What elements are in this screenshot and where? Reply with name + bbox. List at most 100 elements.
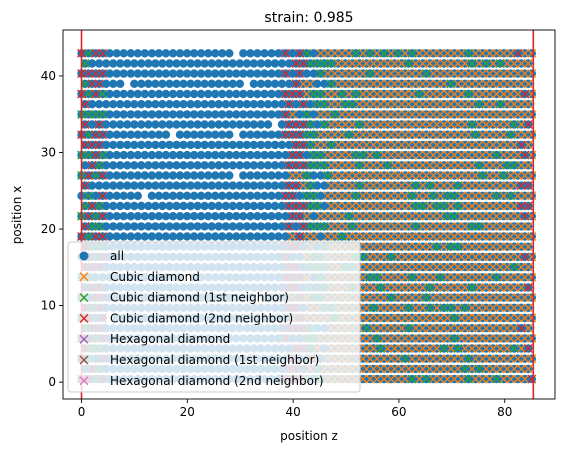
data-point	[523, 140, 533, 150]
data-point	[485, 333, 495, 343]
data-point	[471, 109, 480, 119]
data-point	[464, 130, 473, 140]
data-point	[270, 181, 280, 190]
data-point	[91, 150, 101, 160]
data-point	[263, 161, 273, 170]
data-point	[158, 201, 167, 211]
data-point	[372, 272, 382, 282]
data-point	[274, 130, 283, 139]
data-point	[502, 140, 512, 150]
data-point	[478, 109, 488, 119]
data-point	[316, 150, 326, 160]
data-point	[196, 232, 206, 241]
data-point	[460, 160, 470, 170]
data-point	[211, 89, 220, 99]
data-point	[119, 130, 128, 139]
data-point	[186, 79, 195, 89]
data-point	[214, 161, 223, 170]
x-tick-label: 80	[497, 405, 512, 419]
data-point	[91, 191, 100, 200]
data-point	[418, 160, 428, 170]
data-point	[386, 313, 396, 323]
data-point	[425, 221, 435, 231]
data-point	[105, 130, 114, 139]
data-point	[383, 364, 393, 374]
data-point	[200, 201, 209, 211]
data-point	[449, 69, 459, 79]
data-point	[439, 221, 449, 231]
data-point	[200, 222, 209, 231]
data-point	[513, 252, 523, 262]
data-point	[362, 344, 371, 353]
data-point	[449, 293, 459, 303]
data-point	[393, 252, 403, 262]
data-point	[84, 130, 94, 140]
data-point	[284, 160, 294, 170]
data-point	[421, 130, 431, 140]
data-point	[481, 201, 491, 211]
data-point	[101, 100, 111, 109]
data-point	[418, 140, 428, 150]
data-point	[302, 130, 312, 140]
data-point	[274, 89, 283, 99]
data-point	[516, 140, 526, 150]
data-point	[428, 232, 438, 241]
data-point	[351, 89, 361, 99]
data-point	[239, 89, 248, 99]
data-point	[347, 99, 357, 109]
data-point	[428, 150, 438, 160]
data-point	[464, 252, 473, 262]
data-point	[319, 120, 329, 129]
data-point	[449, 211, 459, 221]
data-point	[313, 79, 322, 89]
data-point	[189, 89, 199, 99]
data-point	[509, 262, 519, 272]
data-point	[147, 150, 157, 160]
data-point	[446, 242, 456, 252]
data-point	[446, 99, 456, 109]
data-point	[432, 364, 442, 374]
data-point	[523, 242, 533, 252]
data-point	[400, 130, 410, 140]
data-point	[358, 89, 368, 99]
data-point	[319, 221, 329, 231]
data-point	[435, 48, 445, 58]
data-point	[485, 171, 495, 180]
data-point	[309, 130, 319, 140]
data-point	[249, 181, 259, 190]
data-point	[232, 212, 241, 221]
data-point	[207, 100, 216, 109]
data-point	[253, 69, 262, 78]
data-point	[428, 333, 438, 343]
data-point	[478, 89, 488, 99]
data-point	[509, 323, 519, 333]
data-point	[291, 100, 301, 109]
data-point	[513, 150, 523, 160]
data-point	[295, 150, 305, 160]
data-point	[168, 89, 178, 99]
data-point	[453, 303, 463, 313]
data-point	[432, 120, 442, 129]
data-point	[260, 69, 269, 78]
data-point	[323, 69, 333, 79]
data-point	[506, 354, 516, 364]
data-point	[474, 303, 484, 313]
data-point	[474, 323, 484, 333]
data-point	[502, 262, 512, 272]
data-point	[376, 323, 386, 333]
data-point	[516, 181, 526, 191]
data-point	[351, 150, 361, 160]
data-point	[442, 109, 452, 119]
data-point	[502, 120, 512, 129]
data-point	[105, 49, 114, 58]
data-point	[270, 222, 280, 231]
data-point	[214, 222, 223, 231]
data-point	[105, 89, 114, 99]
data-point	[140, 130, 149, 139]
data-point	[502, 344, 512, 353]
data-point	[520, 272, 530, 282]
data-point	[383, 181, 393, 191]
legend-label: Cubic diamond (2nd neighbor)	[110, 311, 293, 325]
data-point	[400, 150, 410, 160]
data-point	[523, 221, 533, 231]
